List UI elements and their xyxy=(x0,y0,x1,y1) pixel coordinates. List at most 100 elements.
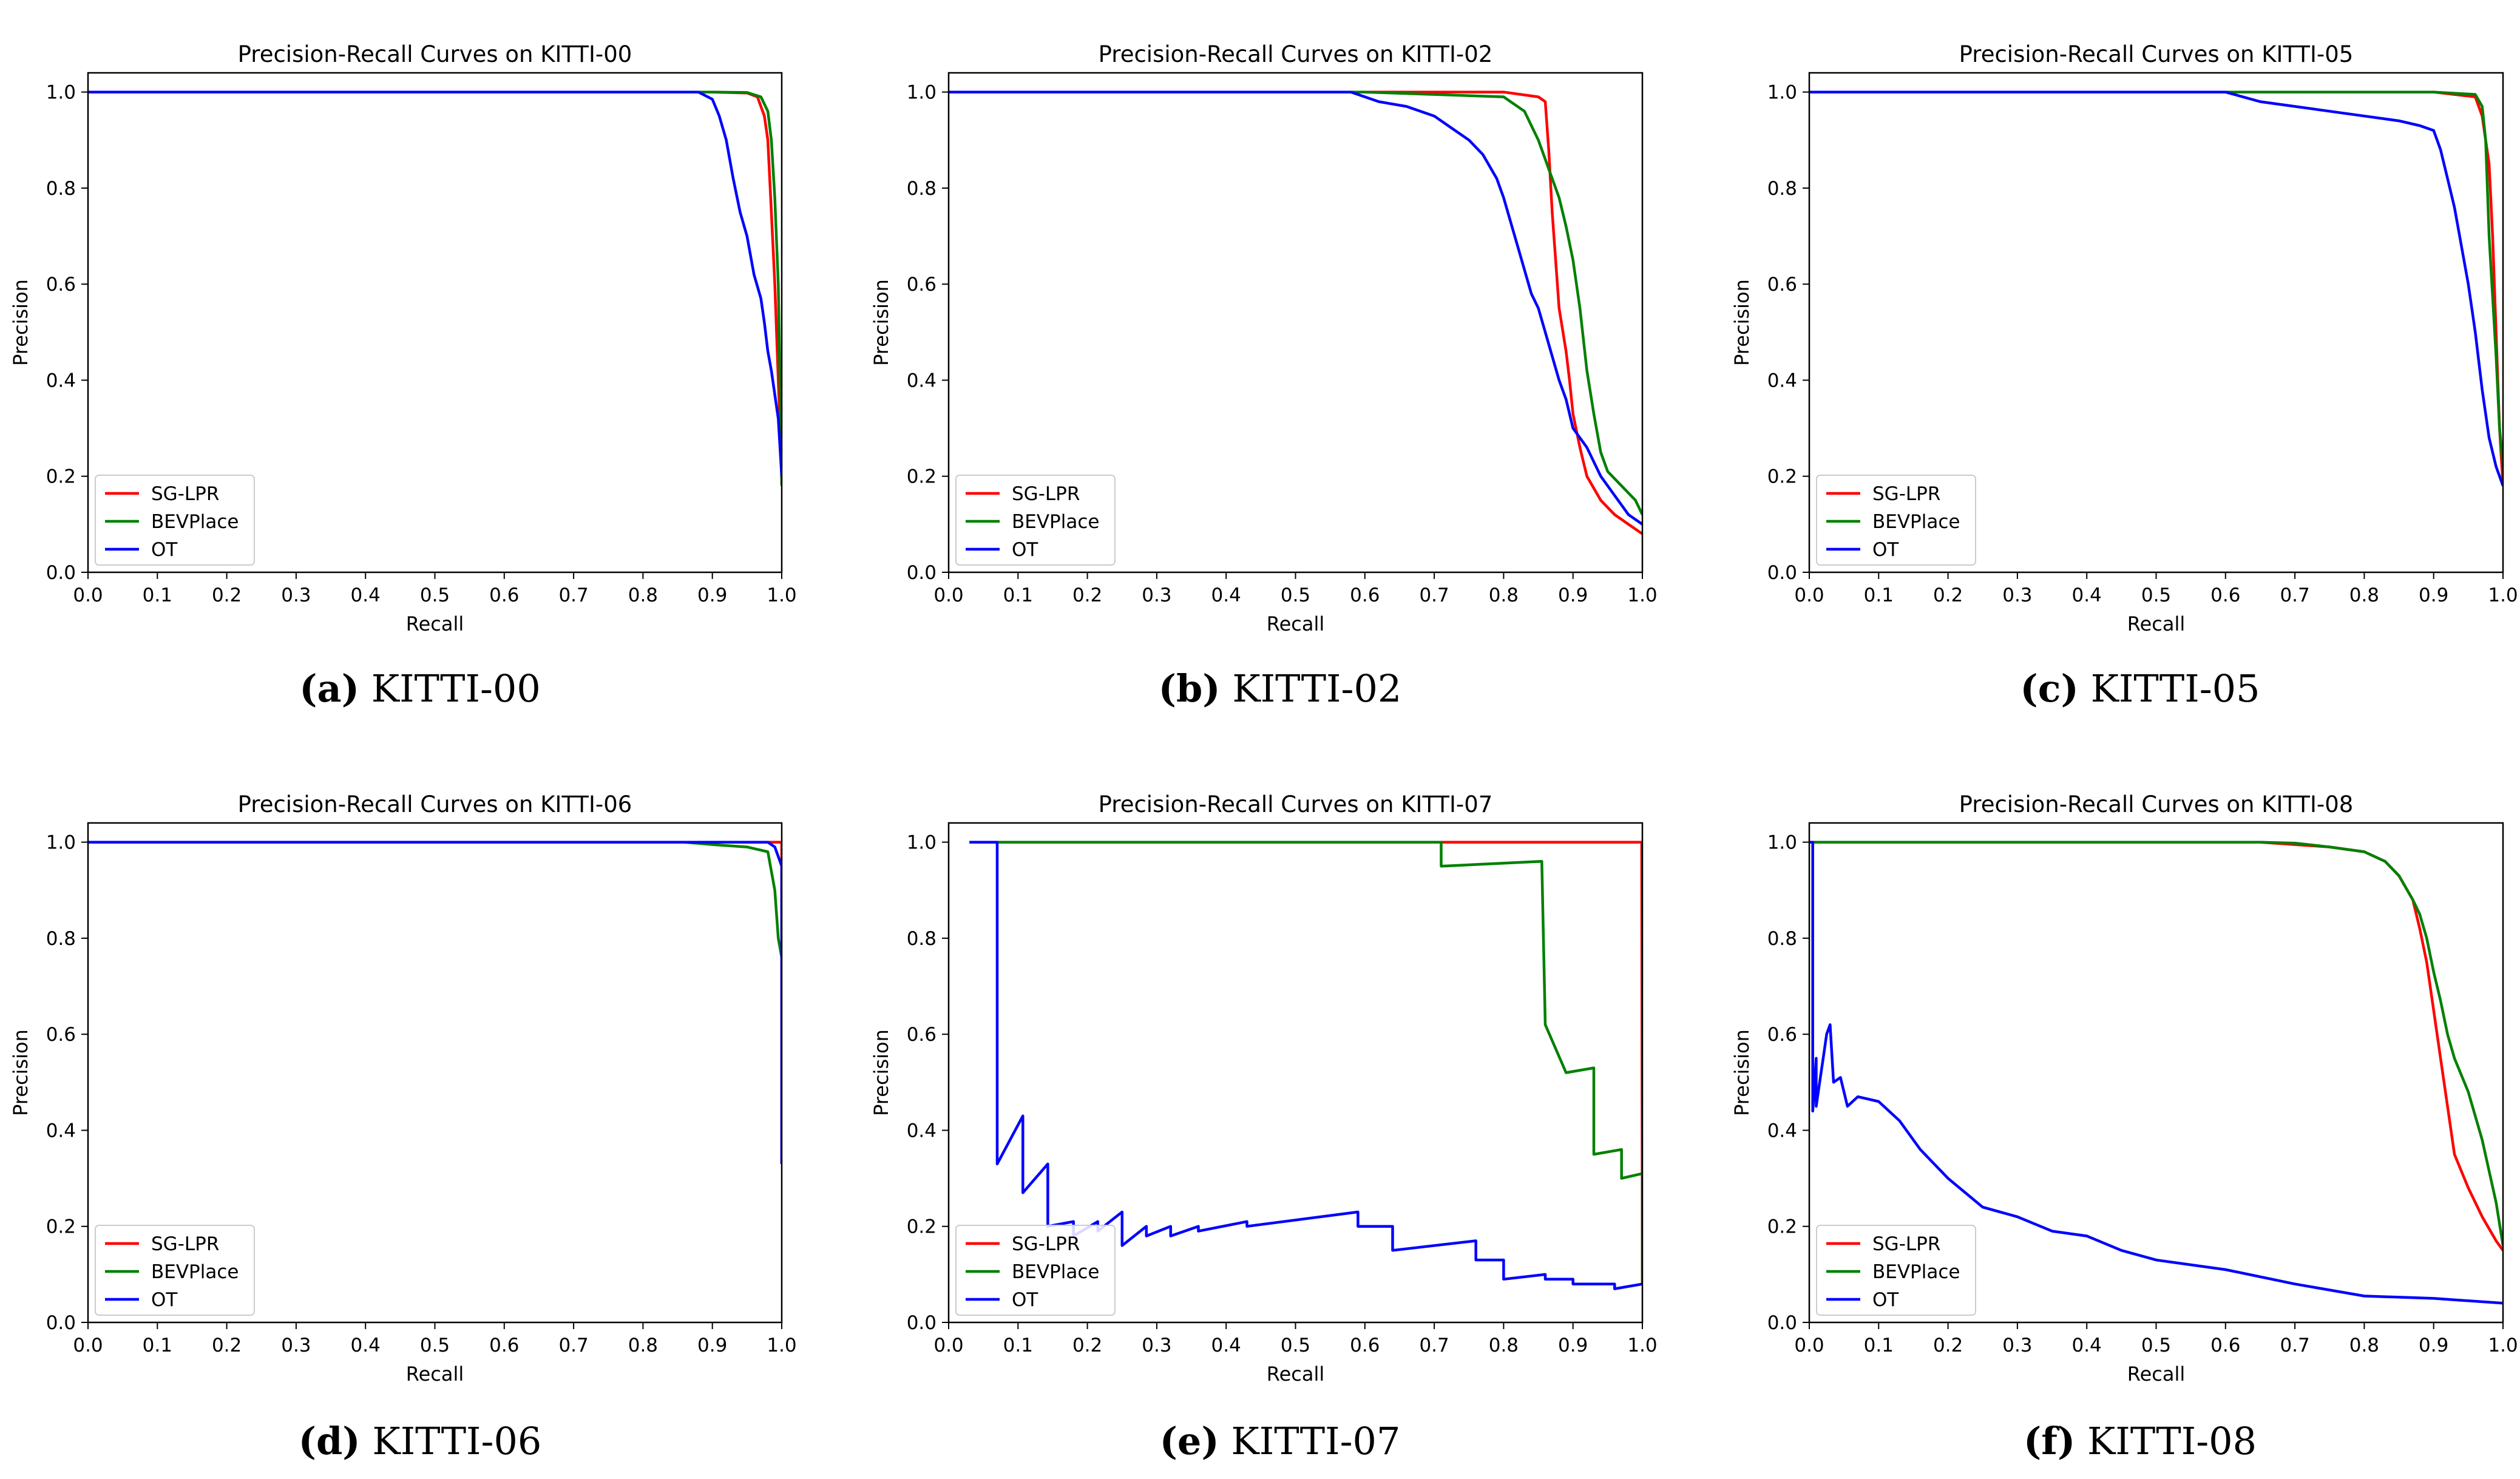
legend-label: SG-LPR xyxy=(1012,483,1080,505)
x-tick-label: 0.7 xyxy=(2280,1335,2309,1356)
legend-label: OT xyxy=(151,539,178,561)
x-tick-label: 1.0 xyxy=(767,584,796,606)
x-tick-label: 0.7 xyxy=(558,1335,588,1356)
y-tick-label: 0.8 xyxy=(907,178,937,200)
y-tick-label: 0.8 xyxy=(1767,928,1797,950)
x-tick-label: 0.0 xyxy=(1794,1335,1824,1356)
y-axis-label: Precision xyxy=(9,1029,32,1116)
legend-box xyxy=(955,475,1116,566)
x-tick-label: 0.7 xyxy=(558,584,588,606)
axes-frame xyxy=(1808,822,2504,1324)
y-tick-label: 1.0 xyxy=(46,832,76,854)
x-tick-label: 0.9 xyxy=(1558,1335,1588,1356)
legend-label: OT xyxy=(1872,539,1899,561)
legend-box xyxy=(1816,475,1976,566)
series-line-ot xyxy=(1809,90,2503,487)
axes-frame xyxy=(1808,72,2504,574)
legend-label: SG-LPR xyxy=(1872,483,1940,505)
x-tick-label: 1.0 xyxy=(2488,1335,2518,1356)
caption-d: (d) KITTI-06 xyxy=(0,1419,840,1463)
x-tick-label: 0.2 xyxy=(1933,1335,1963,1356)
chart-kitti-07: Precision-Recall Curves on KITTI-070.0 0.… xyxy=(870,791,1658,1386)
x-tick-label: 0.2 xyxy=(1072,584,1102,606)
x-tick-label: 0.0 xyxy=(73,1335,103,1356)
series-line-ot xyxy=(949,90,1642,526)
y-tick-label: 0.0 xyxy=(907,1312,937,1334)
x-tick-label: 0.3 xyxy=(2002,1335,2032,1356)
x-tick-label: 0.6 xyxy=(1350,584,1380,606)
caption-letter: (e) xyxy=(1159,1419,1219,1463)
series-line-bevplace xyxy=(88,841,782,958)
caption-text: KITTI-08 xyxy=(2087,1419,2257,1463)
series-line-sg-lpr xyxy=(1809,90,2503,486)
y-axis-label: Precision xyxy=(1730,1029,1753,1116)
caption-letter: (d) xyxy=(298,1419,361,1463)
y-tick-label: 0.0 xyxy=(1767,562,1797,584)
x-tick-label: 0.3 xyxy=(281,584,311,606)
axes-frame xyxy=(947,822,1644,1324)
x-tick-label: 0.6 xyxy=(1350,1335,1380,1356)
y-tick-label: 1.0 xyxy=(1767,82,1797,104)
chart-kitti-00: Precision-Recall Curves on KITTI-000.0 0.… xyxy=(9,41,797,635)
y-tick-label: 0.0 xyxy=(46,1312,76,1334)
x-tick-label: 0.5 xyxy=(1281,1335,1310,1356)
y-tick-label: 0.2 xyxy=(907,1216,937,1238)
caption-text: KITTI-07 xyxy=(1231,1419,1401,1463)
legend-box xyxy=(95,1225,255,1316)
x-tick-label: 0.8 xyxy=(628,1335,658,1356)
caption-letter: (c) xyxy=(2020,666,2079,711)
x-tick-label: 1.0 xyxy=(2488,584,2518,606)
series-line-bevplace xyxy=(1809,90,2503,467)
caption-a: (a) KITTI-00 xyxy=(0,666,840,711)
axes-frame xyxy=(87,72,783,574)
chart-title: Precision-Recall Curves on KITTI-08 xyxy=(1959,791,2354,817)
legend-label: BEVPlace xyxy=(1872,511,1960,533)
caption-text: KITTI-00 xyxy=(371,666,541,711)
legend-label: SG-LPR xyxy=(1012,1233,1080,1255)
y-tick-label: 0.0 xyxy=(46,562,76,584)
axes-frame xyxy=(947,72,1644,574)
x-tick-label: 0.1 xyxy=(143,1335,172,1356)
x-tick-label: 0.2 xyxy=(212,1335,242,1356)
x-tick-label: 0.0 xyxy=(933,584,963,606)
legend-label: BEVPlace xyxy=(1012,1261,1099,1283)
x-tick-label: 0.8 xyxy=(1489,1335,1519,1356)
y-tick-label: 0.6 xyxy=(46,274,76,296)
y-tick-label: 0.4 xyxy=(46,1120,76,1142)
y-tick-label: 1.0 xyxy=(907,832,937,854)
series-line-sg-lpr xyxy=(88,841,782,1164)
caption-b: (b) KITTI-02 xyxy=(860,666,1700,711)
x-axis-label: Recall xyxy=(2127,612,2185,635)
chart-title: Precision-Recall Curves on KITTI-00 xyxy=(238,41,632,67)
caption-c: (c) KITTI-05 xyxy=(1720,666,2520,711)
x-axis-label: Recall xyxy=(406,1362,464,1386)
caption-text: KITTI-02 xyxy=(1232,666,1402,711)
y-tick-label: 0.2 xyxy=(907,466,937,488)
x-tick-label: 0.4 xyxy=(351,584,381,606)
x-tick-label: 0.5 xyxy=(420,1335,450,1356)
x-tick-label: 0.4 xyxy=(351,1335,381,1356)
x-tick-label: 0.1 xyxy=(1864,584,1894,606)
legend-label: BEVPlace xyxy=(151,1261,239,1283)
series-line-bevplace xyxy=(1809,841,2503,1246)
y-tick-label: 0.4 xyxy=(1767,370,1797,391)
x-axis-label: Recall xyxy=(1267,1362,1324,1386)
x-tick-label: 0.2 xyxy=(212,584,242,606)
y-tick-label: 0.2 xyxy=(1767,1216,1797,1238)
legend-label: BEVPlace xyxy=(151,511,239,533)
series-line-ot xyxy=(88,90,782,476)
x-tick-label: 0.9 xyxy=(1558,584,1588,606)
x-tick-label: 0.0 xyxy=(73,584,103,606)
series-line-bevplace xyxy=(969,841,1642,1284)
y-tick-label: 0.8 xyxy=(46,178,76,200)
y-axis-label: Precision xyxy=(9,279,32,366)
x-tick-label: 0.6 xyxy=(2210,1335,2240,1356)
y-tick-label: 0.6 xyxy=(1767,274,1797,296)
y-tick-label: 0.6 xyxy=(907,1024,937,1046)
x-tick-label: 0.3 xyxy=(2002,584,2032,606)
x-tick-label: 0.4 xyxy=(2072,584,2102,606)
caption-e: (e) KITTI-07 xyxy=(860,1419,1700,1463)
x-tick-label: 0.8 xyxy=(2349,1335,2379,1356)
x-tick-label: 0.5 xyxy=(2141,1335,2171,1356)
